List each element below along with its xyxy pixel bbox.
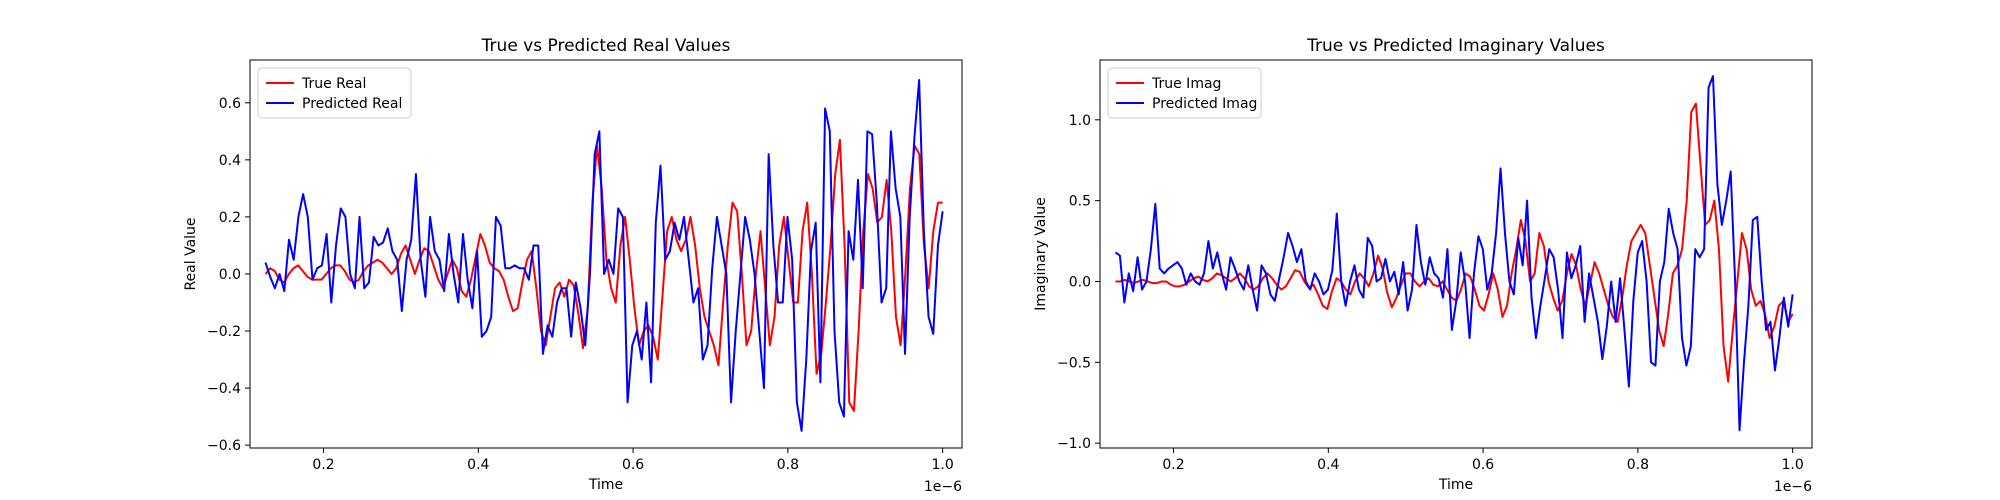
imag-series-line-predicted xyxy=(1114,75,1794,432)
real-x-tick-label: 1.0 xyxy=(932,457,954,473)
real-y-tick-label: 0.0 xyxy=(219,267,241,283)
imag-y-tick-label: 0.0 xyxy=(1069,274,1091,290)
imag-x-axis-label: Time xyxy=(1438,477,1473,493)
imag-legend-box xyxy=(1107,67,1262,119)
imag-x-tick-label: 0.6 xyxy=(1472,457,1494,473)
real-y-tick-label: −0.6 xyxy=(207,438,241,454)
imag-y-tick-label: 1.0 xyxy=(1069,113,1091,129)
imag-y-tick-label: −0.5 xyxy=(1057,355,1091,371)
real-legend-label-true: True Real xyxy=(301,76,366,92)
imag-x-tick-label: 0.4 xyxy=(1317,457,1339,473)
imag-legend: True Imag Predicted Imag xyxy=(1107,67,1262,119)
real-series-line-true xyxy=(264,138,943,412)
real-legend-box xyxy=(257,67,412,119)
real-y-tick-label: 0.6 xyxy=(219,96,241,112)
real-x-offset-label: 1e−6 xyxy=(924,479,962,495)
imag-x-offset-label: 1e−6 xyxy=(1774,479,1812,495)
real-x-tick-label: 0.4 xyxy=(467,457,489,473)
real-y-tick-label: 0.4 xyxy=(219,153,241,169)
real-y-axis-label: Real Value xyxy=(183,217,199,290)
real-values-chart: 0.2 0.4 0.6 0.8 1.0 −0.6 −0.4 −0.2 0.0 0.2 0.4 0.6 1… xyxy=(183,36,963,495)
imag-y-axis-label: Imaginary Value xyxy=(1033,197,1049,311)
real-series-line-predicted xyxy=(264,78,944,432)
real-x-tick-label: 0.6 xyxy=(622,457,644,473)
real-axes-frame xyxy=(249,59,963,449)
imag-x-tick-label: 0.2 xyxy=(1162,457,1184,473)
imag-y-tick-label: 0.5 xyxy=(1069,194,1091,210)
real-y-tick-label: 0.2 xyxy=(219,210,241,226)
real-chart-title: True vs Predicted Real Values xyxy=(481,36,731,56)
imag-x-tick-label: 0.8 xyxy=(1627,457,1649,473)
imag-legend-label-true: True Imag xyxy=(1151,76,1221,92)
imag-legend-label-predicted: Predicted Imag xyxy=(1152,96,1257,112)
real-y-tick-label: −0.4 xyxy=(207,381,241,397)
real-x-axis-label: Time xyxy=(588,477,623,493)
real-legend: True Real Predicted Real xyxy=(257,67,412,119)
real-legend-label-predicted: Predicted Real xyxy=(302,96,402,112)
imag-x-tick-label: 1.0 xyxy=(1782,457,1804,473)
real-y-tick-label: −0.2 xyxy=(207,324,241,340)
real-x-tick-label: 0.2 xyxy=(312,457,334,473)
imag-y-tick-label: −1.0 xyxy=(1057,436,1091,452)
imag-chart-title: True vs Predicted Imaginary Values xyxy=(1306,36,1605,56)
real-x-tick-label: 0.8 xyxy=(777,457,799,473)
imaginary-values-chart: 0.2 0.4 0.6 0.8 1.0 −1.0 −0.5 0.0 0.5 1.0 1e−6 True… xyxy=(1033,36,1813,495)
imag-axes-frame xyxy=(1099,59,1813,449)
